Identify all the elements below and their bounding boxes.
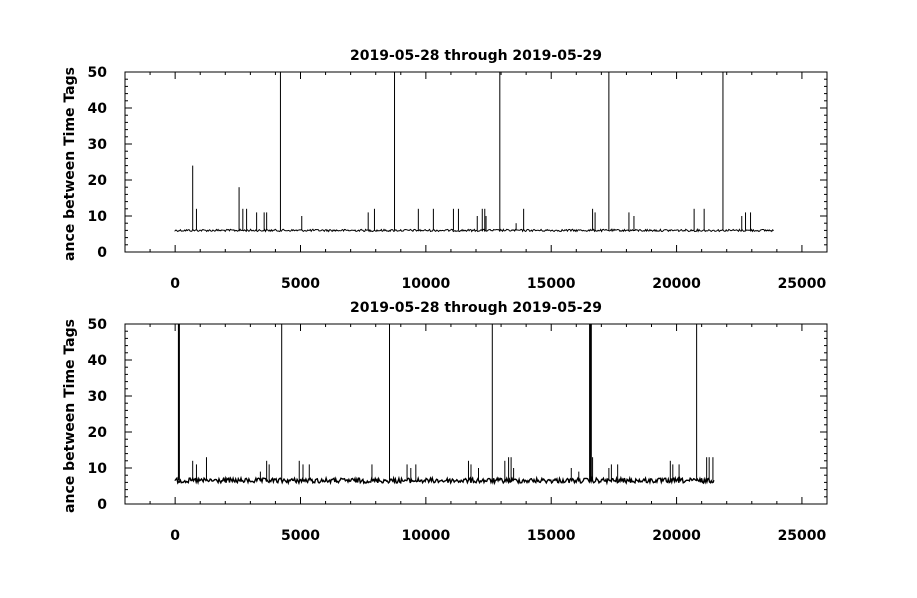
- x-tick-label: 15000: [527, 276, 576, 292]
- x-tick-label: 20000: [652, 276, 701, 292]
- x-tick-label: 25000: [778, 528, 827, 544]
- y-tick-label: 20: [88, 173, 108, 189]
- chart-title: 2019-05-28 through 2019-05-29: [350, 48, 602, 64]
- x-tick-label: 10000: [401, 276, 450, 292]
- y-tick-label: 20: [88, 425, 108, 441]
- chart-panel-1: 2019-05-28 through 2019-05-29 ance betwee…: [62, 48, 828, 292]
- y-tick-label: 40: [88, 353, 108, 369]
- y-axis-label: ance between Time Tags: [62, 67, 78, 261]
- chart-title: 2019-05-28 through 2019-05-29: [350, 300, 602, 316]
- y-tick-label: 50: [88, 317, 108, 333]
- series-baseline-trace: [174, 227, 774, 233]
- plot-frame: [124, 71, 828, 253]
- series-baseline-trace: [174, 475, 715, 486]
- chart-panel-2: 2019-05-28 through 2019-05-29 ance betwee…: [62, 300, 828, 544]
- x-tick-label: 5000: [281, 276, 320, 292]
- x-tick-label: 10000: [401, 528, 450, 544]
- y-tick-label: 10: [88, 461, 108, 477]
- y-tick-label: 30: [88, 389, 108, 405]
- y-tick-label: 0: [97, 245, 107, 261]
- y-tick-label: 40: [88, 101, 108, 117]
- y-axis-label: ance between Time Tags: [62, 319, 78, 513]
- x-tick-label: 20000: [652, 528, 701, 544]
- x-tick-label: 25000: [778, 276, 827, 292]
- y-tick-label: 50: [88, 65, 108, 81]
- y-tick-label: 0: [97, 497, 107, 513]
- x-tick-label: 0: [170, 528, 180, 544]
- y-tick-label: 30: [88, 137, 108, 153]
- x-tick-label: 15000: [527, 528, 576, 544]
- x-tick-label: 0: [170, 276, 180, 292]
- x-tick-label: 5000: [281, 528, 320, 544]
- y-tick-label: 10: [88, 209, 108, 225]
